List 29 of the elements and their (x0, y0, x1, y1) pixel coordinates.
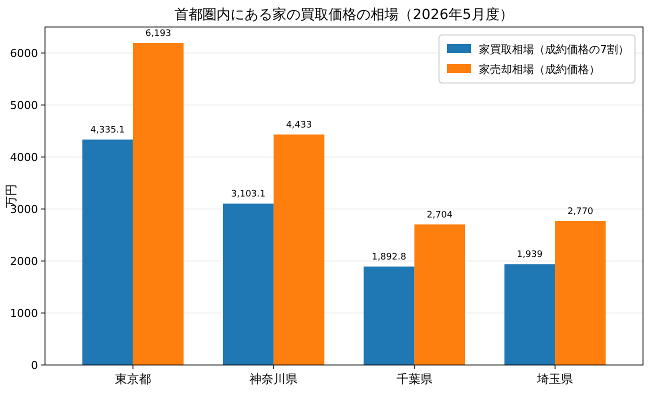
x-tick-label: 埼玉県 (536, 372, 574, 386)
y-tick-label: 0 (31, 359, 38, 372)
data-label: 2,770 (568, 206, 594, 217)
bar (222, 204, 274, 365)
bar (414, 224, 466, 365)
x-tick-label: 神奈川県 (250, 372, 298, 386)
data-label: 1,892.8 (372, 252, 406, 263)
bar (555, 220, 606, 365)
y-tick-label: 2000 (10, 255, 38, 268)
data-label: 3,103.1 (231, 190, 266, 200)
bar (364, 266, 414, 365)
bar (132, 42, 184, 365)
data-label: 1,939 (516, 250, 543, 260)
x-tick-label: 千葉県 (396, 372, 432, 386)
legend-label: 家買取相場（成約価格の7割） (479, 43, 629, 56)
data-label: 2,704 (426, 210, 453, 220)
y-tick-label: 4000 (10, 151, 38, 164)
x-tick-label: 東京都 (114, 372, 151, 386)
data-label: 4,433 (286, 120, 312, 130)
y-tick-label: 1000 (10, 307, 38, 320)
chart-title: 首都圏内にある家の買取価格の相場（2026年5月度） (174, 7, 514, 23)
data-label: 6,193 (145, 28, 172, 39)
legend-label: 家売却相場（成約価格） (479, 63, 600, 76)
bar (504, 264, 556, 365)
bar (274, 134, 324, 365)
bar (82, 140, 133, 365)
data-label: 4,335.1 (90, 126, 125, 136)
y-tick-label: 5000 (10, 99, 38, 112)
y-tick-label: 6000 (10, 47, 38, 60)
